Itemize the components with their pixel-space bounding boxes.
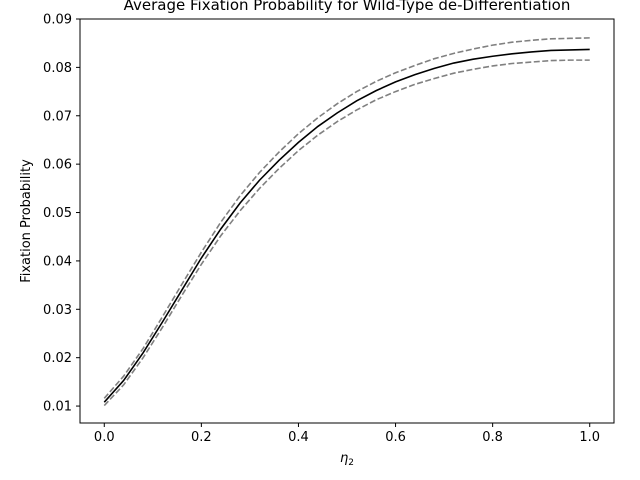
x-tick-label: 0.8 <box>482 430 503 445</box>
series-line-bound-1 <box>103 37 590 399</box>
x-tick-label: 0.6 <box>385 430 406 445</box>
y-tick-label: 0.09 <box>43 13 72 28</box>
x-axis-label-sub: 2 <box>348 458 354 468</box>
y-tick-label: 0.04 <box>43 254 72 269</box>
y-tick-label: 0.08 <box>43 61 72 76</box>
y-tick-label: 0.06 <box>43 158 72 173</box>
x-axis: 0.0 0.2 0.4 0.6 0.8 1.0 <box>94 423 600 445</box>
x-axis-label: η2 <box>340 451 354 468</box>
plot-frame <box>79 18 615 424</box>
series-line-mean <box>103 48 590 403</box>
y-tick-label: 0.07 <box>43 109 72 124</box>
x-tick-label: 0.4 <box>288 430 309 445</box>
x-tick-label: 1.0 <box>579 430 600 445</box>
y-axis: 0.01 0.02 0.03 0.04 0.05 0.06 0.07 0.08 0.09 <box>43 13 80 415</box>
y-tick-label: 0.05 <box>43 206 72 221</box>
y-axis-label: Fixation Probability <box>19 159 34 283</box>
x-tick-label: 0.0 <box>94 430 115 445</box>
y-tick-label: 0.02 <box>43 351 72 366</box>
plot-area <box>103 37 590 407</box>
chart-title: Average Fixation Probability for Wild-Ty… <box>124 0 571 14</box>
x-axis-label-main: η <box>340 451 348 466</box>
series-line-bound-2 <box>103 59 590 407</box>
y-tick-label: 0.01 <box>43 400 72 415</box>
x-tick-label: 0.2 <box>191 430 212 445</box>
y-tick-label: 0.03 <box>43 303 72 318</box>
